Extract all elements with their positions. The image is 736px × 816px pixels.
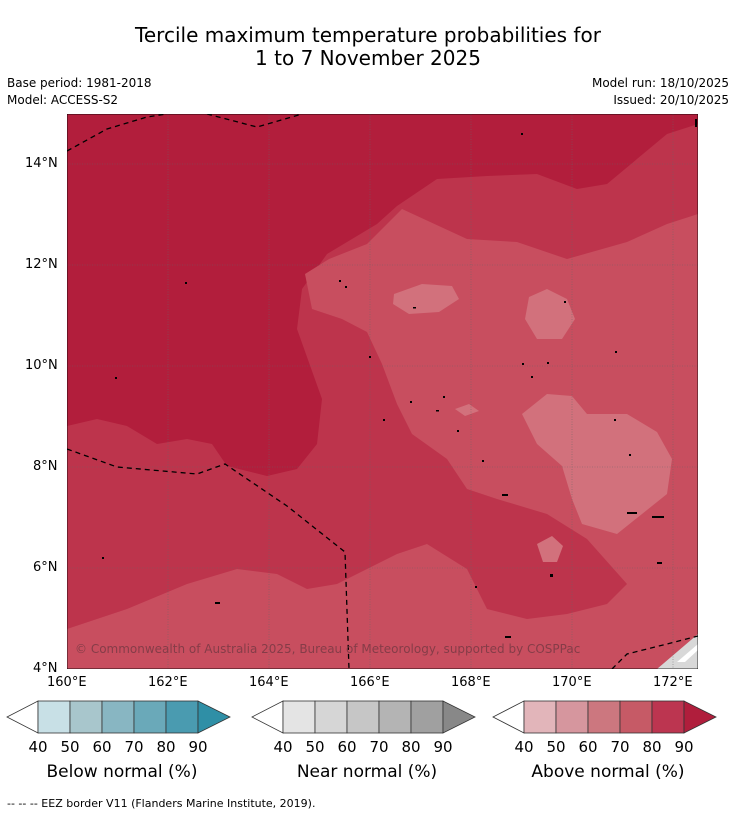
colorbar-segment [314, 700, 348, 734]
colorbar-title-below: Below normal (%) [46, 762, 198, 782]
colorbar-segment [101, 700, 135, 734]
colorbar-extend-high [442, 700, 476, 734]
colorbar-extend-low [492, 700, 525, 734]
colorbar-segment [37, 700, 71, 734]
colorbar-tick-label: 90 [188, 738, 207, 756]
colorbar-tick-label: 40 [273, 738, 292, 756]
colorbar-extend-low [251, 700, 284, 734]
colorbar-tick-label: 90 [674, 738, 693, 756]
island-markers [102, 119, 697, 638]
lon-label-166e: 166°E [350, 675, 390, 690]
lat-label-14n: 14°N [25, 156, 58, 171]
colorbar-segment [523, 700, 557, 734]
chart-title-line1: Tercile maximum temperature probabilitie… [135, 23, 601, 47]
colorbar-segment [378, 700, 412, 734]
colorbar-segment [410, 700, 444, 734]
lat-label-6n: 6°N [33, 560, 58, 575]
colorbar-segment [133, 700, 167, 734]
lon-label-172e: 172°E [653, 675, 693, 690]
above-60-patch-3 [522, 394, 672, 534]
colorbar-tick-label: 80 [642, 738, 661, 756]
colorbar-extend-low [6, 700, 39, 734]
model-label: Model: ACCESS-S2 [7, 93, 119, 107]
lon-label-170e: 170°E [552, 675, 592, 690]
lon-label-160e: 160°E [47, 675, 87, 690]
above-60-patch-5 [537, 536, 563, 562]
base-period-label: Base period: 1981-2018 [7, 76, 152, 90]
colorbar-segment [587, 700, 621, 734]
colorbar-tick-label: 40 [28, 738, 47, 756]
eez-border [67, 114, 698, 669]
copyright-notice: © Commonwealth of Australia 2025, Bureau… [75, 642, 580, 656]
lon-label-164e: 164°E [249, 675, 289, 690]
colorbar-segment [651, 700, 685, 734]
colorbar-segment [282, 700, 316, 734]
colorbar-tick-label: 70 [124, 738, 143, 756]
colorbar-above-normal: 40 50 60 70 80 90 [492, 700, 717, 756]
lat-label-4n: 4°N [33, 661, 58, 676]
colorbar-tick-label: 70 [610, 738, 629, 756]
above-90-region [67, 114, 698, 476]
footer-eez-note: -- -- -- EEZ border V11 (Flanders Marine… [7, 797, 316, 810]
colorbar-near-normal: 40 50 60 70 80 90 [251, 700, 476, 756]
colorbar-tick-label: 60 [337, 738, 356, 756]
colorbar-tick-label: 60 [578, 738, 597, 756]
land-region [677, 644, 698, 662]
chart-title-line2: 1 to 7 November 2025 [255, 46, 481, 70]
colorbar-tick-label: 70 [369, 738, 388, 756]
colorbar-tick-label: 50 [546, 738, 565, 756]
model-run-label: Model run: 18/10/2025 [591, 76, 729, 90]
colorbar-segment [555, 700, 589, 734]
colorbar-segment [69, 700, 103, 734]
colorbar-segment [619, 700, 653, 734]
colorbar-extend-high [683, 700, 717, 734]
above-60-patch-2 [525, 289, 575, 339]
colorbar-tick-label: 90 [433, 738, 452, 756]
colorbar-tick-label: 40 [514, 738, 533, 756]
lon-label-168e: 168°E [451, 675, 491, 690]
probability-map: © Commonwealth of Australia 2025, Bureau… [67, 114, 698, 669]
colorbar-tick-label: 60 [92, 738, 111, 756]
above-60-patch-4 [455, 404, 479, 416]
lat-label-12n: 12°N [25, 257, 58, 272]
grid-lines [67, 114, 698, 669]
near-normal-region [657, 634, 698, 669]
colorbar-tick-label: 50 [60, 738, 79, 756]
lat-label-8n: 8°N [33, 459, 58, 474]
colorbar-title-above: Above normal (%) [531, 762, 685, 782]
colorbar-segment [165, 700, 199, 734]
colorbar-extend-high [197, 700, 231, 734]
lon-label-162e: 162°E [148, 675, 188, 690]
colorbar-below-normal: 40 50 60 70 80 90 [6, 700, 231, 756]
colorbar-tick-label: 80 [156, 738, 175, 756]
above-60-patch [393, 284, 459, 314]
colorbar-segment [346, 700, 380, 734]
colorbar-tick-label: 50 [305, 738, 324, 756]
issued-label: Issued: 20/10/2025 [613, 93, 729, 107]
lat-label-10n: 10°N [25, 358, 58, 373]
colorbar-title-near: Near normal (%) [296, 762, 438, 782]
colorbar-tick-label: 80 [401, 738, 420, 756]
